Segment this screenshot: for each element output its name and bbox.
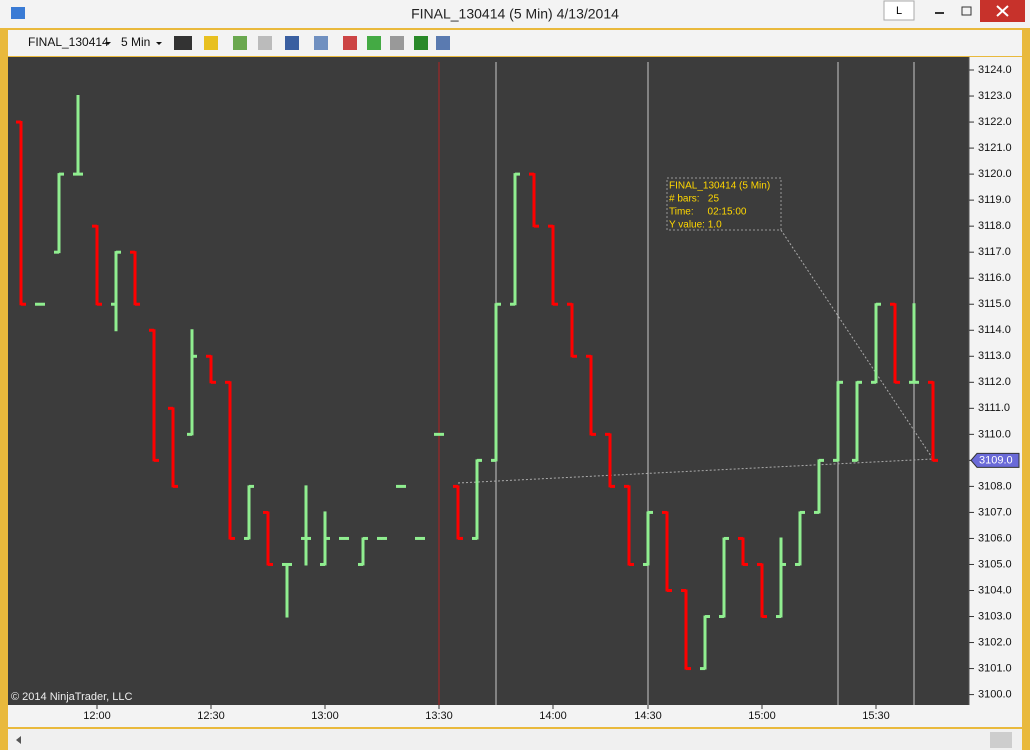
- x-tick-label: 14:30: [634, 710, 662, 722]
- y-tick-label: 3121.0: [978, 142, 1012, 154]
- y-tick-label: 3115.0: [978, 298, 1011, 310]
- measure-line: [780, 229, 934, 460]
- last-price-label: 3109.0: [979, 454, 1013, 466]
- y-tick-label: 3118.0: [978, 220, 1011, 232]
- l-button[interactable]: [883, 0, 915, 21]
- maximize[interactable]: [961, 6, 972, 16]
- scrollbar[interactable]: [8, 729, 1022, 750]
- window-title: FINAL_130414 (5 Min) 4/13/2014: [411, 6, 619, 22]
- title-bar: [0, 0, 1030, 28]
- time-axis: [8, 705, 1022, 727]
- y-tick-label: 3106.0: [978, 532, 1012, 544]
- y-tick-label: 3122.0: [978, 116, 1012, 128]
- scroll-thumb[interactable]: [990, 732, 1012, 748]
- y-tick-label: 3123.0: [978, 90, 1012, 102]
- x-tick-label: 14:00: [539, 710, 567, 722]
- y-tick-label: 3117.0: [978, 246, 1011, 258]
- app-icon: [11, 7, 25, 19]
- scroll-left[interactable]: [16, 736, 21, 744]
- y-tick-label: 3113.0: [978, 350, 1011, 362]
- x-tick-label: 12:30: [197, 710, 225, 722]
- x-tick-label: 15:00: [748, 710, 776, 722]
- strategy-icon[interactable]: [343, 36, 357, 50]
- interval-select[interactable]: 5 Min: [121, 35, 150, 49]
- tooltip-line: # bars: 25: [669, 194, 719, 205]
- draw-icon[interactable]: [204, 36, 218, 50]
- last-price-marker: [970, 452, 1020, 468]
- crosshair-icon[interactable]: [285, 36, 299, 50]
- x-tick-label: 13:00: [311, 710, 339, 722]
- y-tick-label: 3110.0: [978, 428, 1011, 440]
- y-tick-label: 3111.0: [978, 402, 1010, 414]
- tooltip-line: Time: 02:15:00: [669, 207, 747, 218]
- plot-area: [8, 57, 969, 705]
- measure-line: [457, 458, 934, 484]
- y-tick-label: 3112.0: [978, 376, 1011, 388]
- y-tick-label: 3114.0: [978, 324, 1011, 336]
- money-icon[interactable]: [414, 36, 428, 50]
- properties-icon[interactable]: [436, 36, 450, 50]
- copyright: © 2014 NinjaTrader, LLC: [11, 691, 132, 703]
- x-tick-label: 13:30: [425, 710, 453, 722]
- y-tick-label: 3119.0: [978, 194, 1011, 206]
- y-tick-label: 3101.0: [978, 662, 1012, 674]
- measure-box: [666, 177, 782, 231]
- l-button-label[interactable]: L: [896, 5, 902, 17]
- y-tick-label: 3104.0: [978, 584, 1012, 596]
- remove-icon[interactable]: [258, 36, 272, 50]
- y-tick-label: 3100.0: [978, 688, 1012, 700]
- y-tick-label: 3102.0: [978, 636, 1012, 648]
- x-tick-label: 15:30: [862, 710, 890, 722]
- y-tick-label: 3116.0: [978, 272, 1011, 284]
- zoom-icon[interactable]: [314, 36, 328, 50]
- y-tick-label: 3107.0: [978, 506, 1012, 518]
- close-icon[interactable]: [996, 5, 1009, 17]
- indicator-icon[interactable]: [367, 36, 381, 50]
- tooltip-line: Y value: 1.0: [669, 220, 722, 231]
- price-axis: [969, 57, 1022, 705]
- y-tick-label: 3103.0: [978, 610, 1012, 622]
- chart-icon[interactable]: [390, 36, 404, 50]
- instrument-select[interactable]: FINAL_130414: [28, 35, 109, 49]
- dropdown-arrow[interactable]: [156, 42, 162, 45]
- tooltip-line: FINAL_130414 (5 Min): [669, 181, 770, 192]
- add-icon[interactable]: [233, 36, 247, 50]
- x-tick-label: 12:00: [83, 710, 111, 722]
- toolbar-icons[interactable]: [174, 36, 450, 50]
- y-tick-label: 3105.0: [978, 558, 1012, 570]
- dropdown-arrow[interactable]: [105, 42, 111, 45]
- y-tick-label: 3124.0: [978, 64, 1012, 76]
- y-tick-label: 3108.0: [978, 480, 1012, 492]
- bars-icon[interactable]: [174, 36, 192, 50]
- y-tick-label: 3120.0: [978, 168, 1012, 180]
